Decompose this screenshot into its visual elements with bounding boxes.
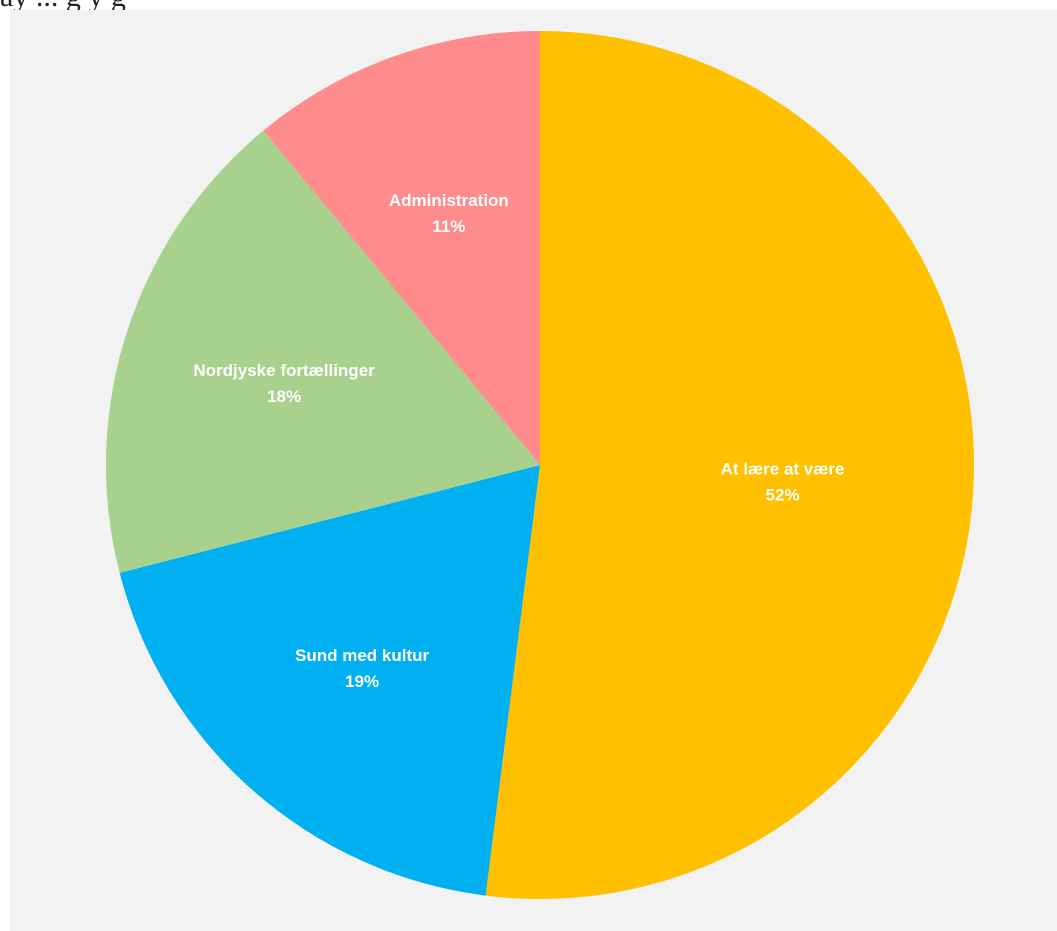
- slice-value-sund-med-kultur: 19%: [345, 672, 379, 691]
- chart-area: At lære at være 52% Sund med kultur 19% Nord…: [10, 10, 1057, 931]
- pie-slice-nordjyske-fort-llinger: [106, 130, 541, 573]
- slice-label-nordjyske-fort-llinger: Nordjyske fortællinger: [193, 361, 375, 380]
- pie-slice-at-l-re-at-v-re: [485, 31, 974, 899]
- slice-value-administration: 11%: [432, 217, 465, 236]
- slice-label-administration: Administration: [389, 191, 509, 210]
- pie-slice-administration: [263, 30, 540, 465]
- pie-slice-sund-med-kultur: [119, 465, 540, 896]
- pie-chart: At lære at være 52% Sund med kultur 19% Nord…: [106, 30, 974, 899]
- slice-value-nordjyske-fort-llinger: 18%: [267, 387, 301, 406]
- pie-labels: At lære at være 52% Sund med kultur 19% Nord…: [193, 191, 844, 691]
- slice-value-at-l-re-at-v-re: 52%: [766, 485, 800, 504]
- pie-slices: [106, 30, 974, 899]
- clipped-header-text: ay ... g y g: [0, 0, 500, 14]
- slice-label-sund-med-kultur: Sund med kultur: [295, 646, 430, 665]
- slice-label-at-l-re-at-v-re: At lære at være: [721, 459, 845, 478]
